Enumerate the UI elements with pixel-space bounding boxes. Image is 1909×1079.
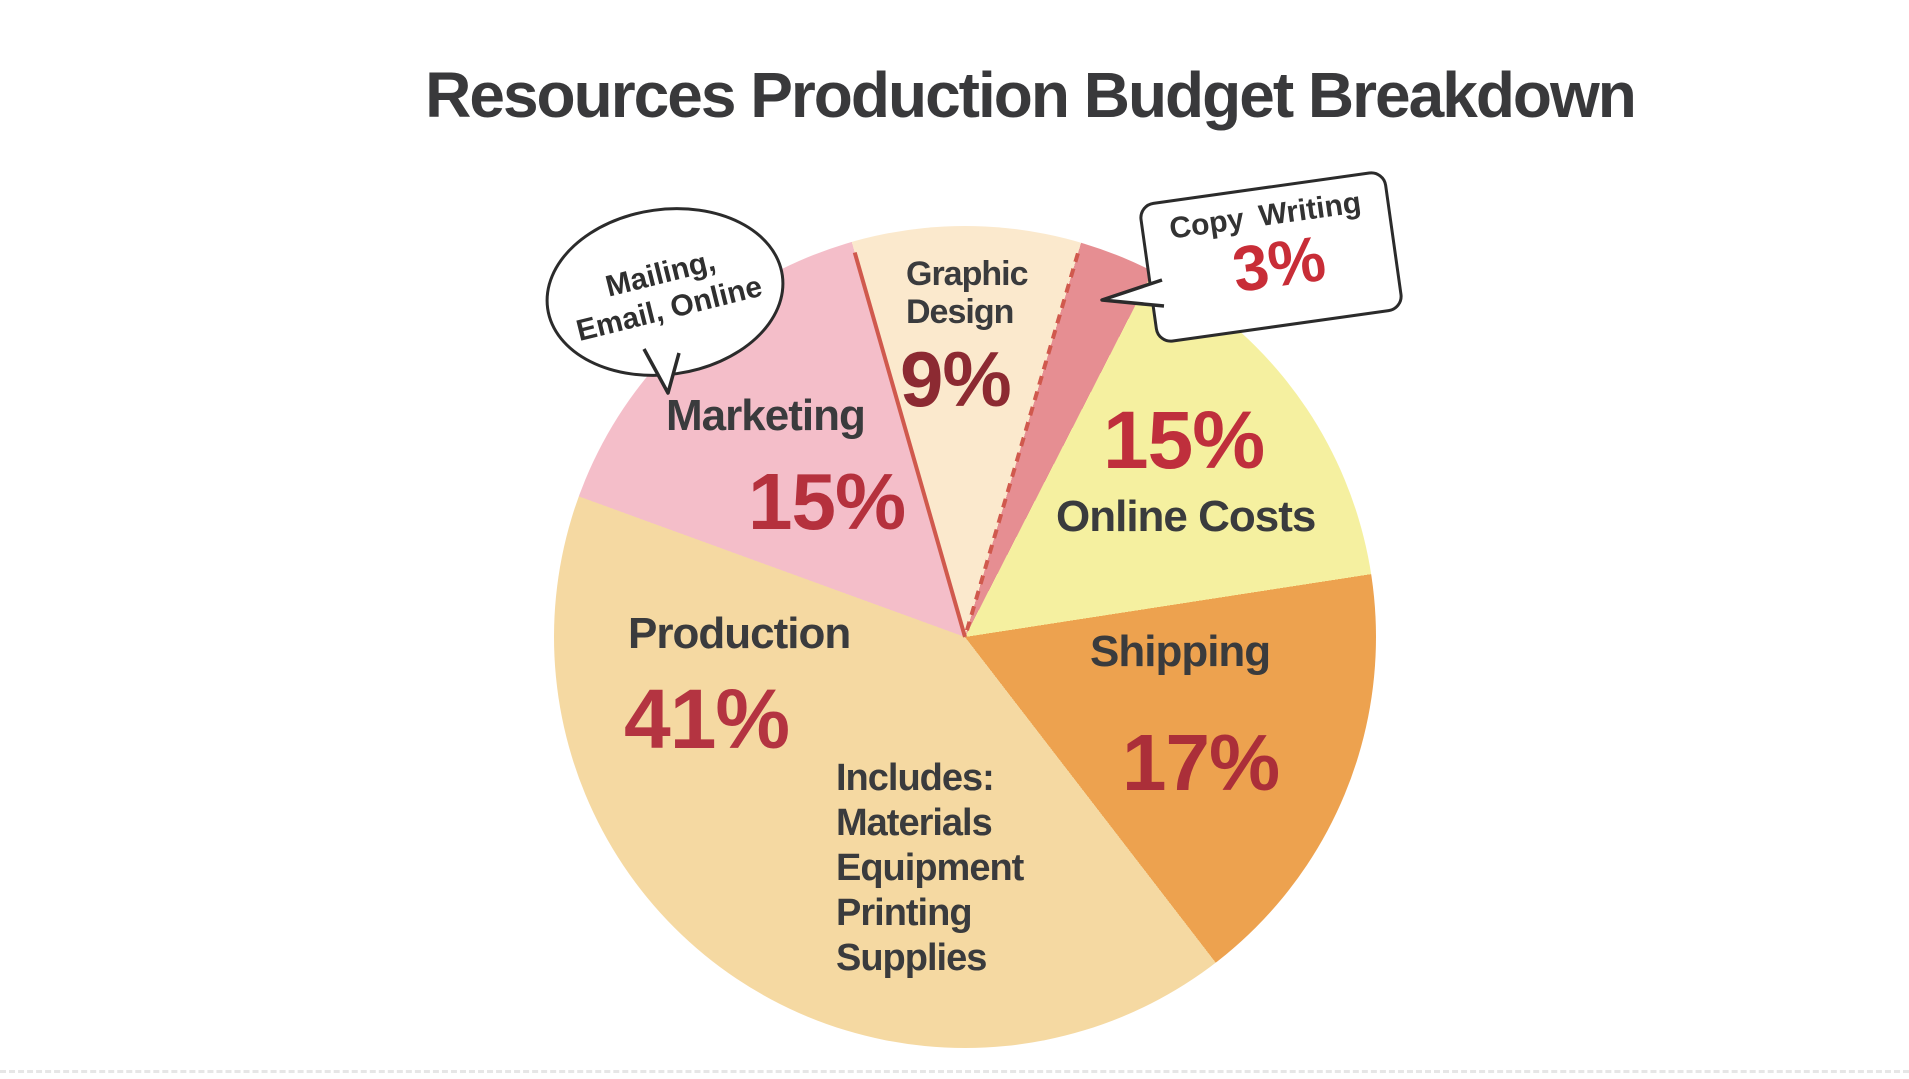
marketing-callout-tail	[642, 348, 681, 395]
slice-pct-marketing: 15%	[748, 457, 906, 546]
slice-label-production: Production	[628, 609, 851, 658]
production-note: Includes: Materials Equipment Printing S…	[836, 756, 1024, 981]
chart-title: Resources Production Budget Breakdown	[425, 59, 1637, 131]
slice-label-shipping: Shipping	[1090, 627, 1271, 676]
production-note-item: Equipment	[836, 847, 1024, 889]
copywriting-callout-tail	[1100, 278, 1165, 308]
copywriting-callout-bubble: Copy Writing 3%	[1137, 169, 1405, 345]
production-note-heading: Includes:	[836, 757, 995, 799]
slice-label-marketing: Marketing	[666, 391, 866, 440]
production-note-item: Printing	[836, 892, 973, 934]
production-note-item: Materials	[836, 802, 993, 844]
marketing-callout-text: Mailing, Email, Online	[573, 244, 766, 348]
slice-label-graphic-design: Graphic Design	[906, 255, 1028, 331]
slice-label-online-costs: Online Costs	[1056, 492, 1316, 541]
slice-pct-graphic-design: 9%	[900, 335, 1012, 423]
production-note-item: Supplies	[836, 937, 987, 979]
slice-pct-online-costs: 15%	[1103, 395, 1265, 486]
slice-pct-production: 41%	[624, 672, 790, 766]
bottom-dashed-line	[0, 1070, 1909, 1073]
slice-pct-shipping: 17%	[1122, 718, 1280, 807]
